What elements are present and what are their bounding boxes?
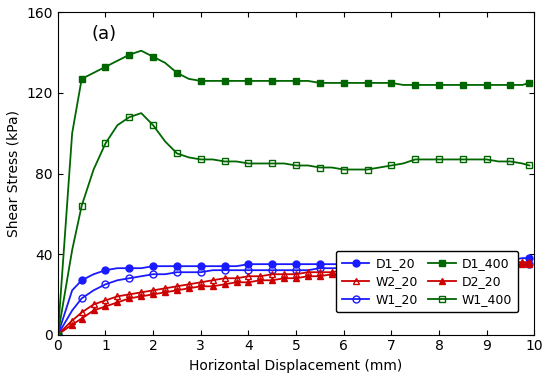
X-axis label: Horizontal Displacement (mm): Horizontal Displacement (mm) (189, 359, 403, 373)
Text: (a): (a) (91, 25, 117, 43)
Y-axis label: Shear Stress (kPa): Shear Stress (kPa) (7, 110, 21, 237)
Legend: D1_20, W2_20, W1_20, D1_400, D2_20, W1_400: D1_20, W2_20, W1_20, D1_400, D2_20, W1_4… (336, 251, 519, 312)
